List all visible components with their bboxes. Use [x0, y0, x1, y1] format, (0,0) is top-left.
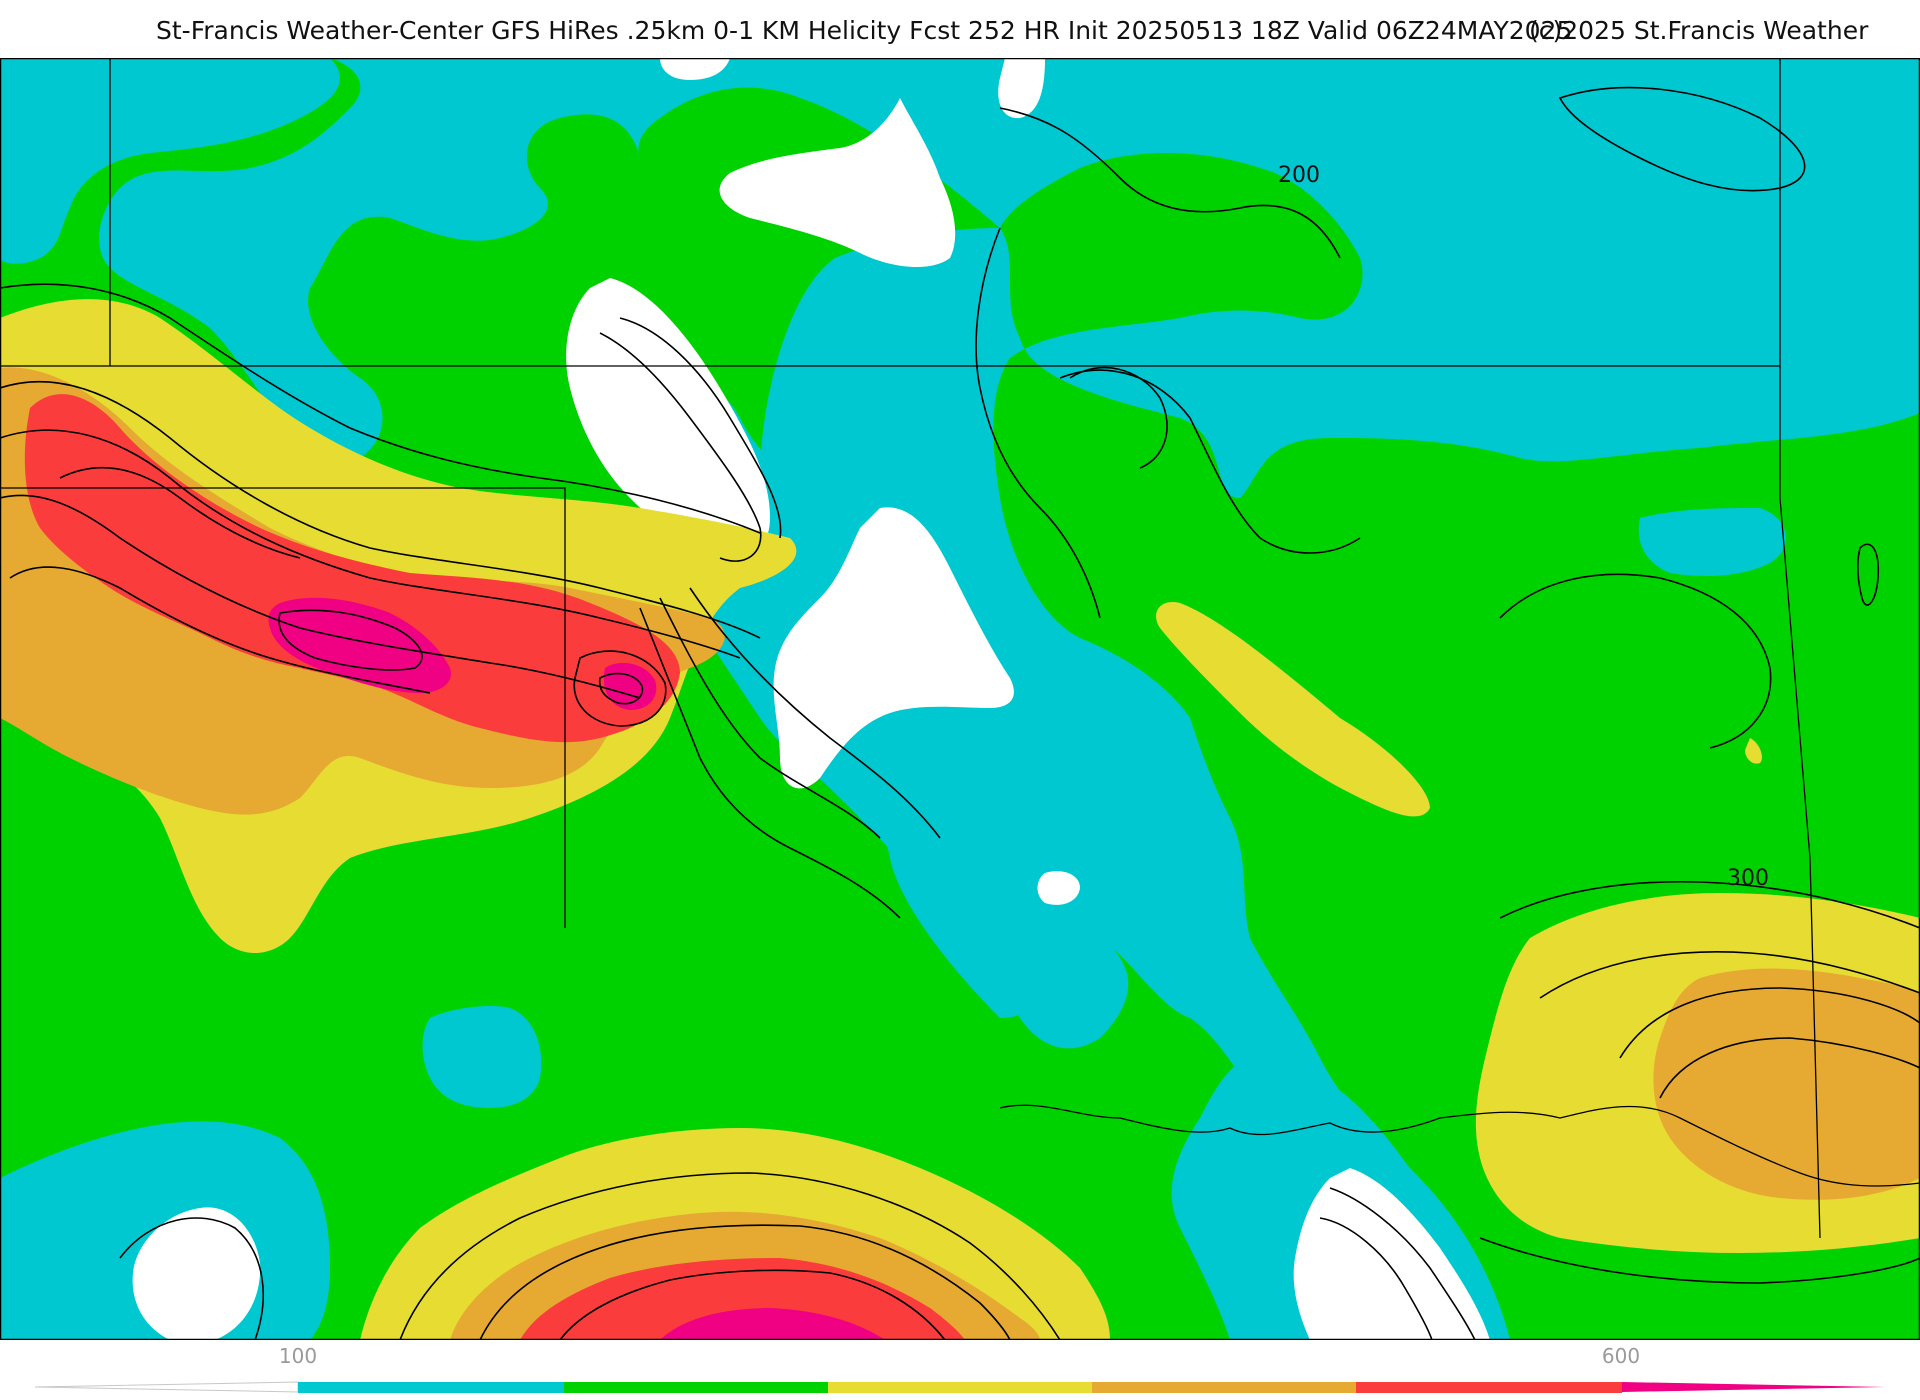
boundary-line: [0, 487, 566, 928]
contour-line: [0, 429, 741, 659]
legend-band-400-500: [1092, 1382, 1356, 1393]
contour-line: [0, 494, 641, 699]
helicity-region-below-100-g: [998, 58, 1045, 119]
contour-line: [1059, 369, 1361, 554]
helicity-region-below-100-f: [660, 58, 730, 80]
legend-band-200-300: [564, 1382, 828, 1393]
legend-tick-600: 600: [1601, 1344, 1641, 1368]
contour-line: [1857, 543, 1880, 606]
helicity-region-below-100-b: [719, 98, 956, 268]
contour-line: [1069, 366, 1168, 469]
contour-line: [399, 1172, 1061, 1340]
helicity-region-300-400-small: [1745, 738, 1762, 764]
helicity-region-below-100-a: [566, 278, 770, 559]
helicity-region-400-500-southeast: [1653, 968, 1920, 1200]
state-boundaries: [0, 58, 1920, 1239]
contour-line: [1319, 1217, 1433, 1340]
legend-high-arrow: [1622, 1382, 1886, 1392]
legend-low-arrow: [34, 1381, 299, 1393]
helicity-map: 200 300: [0, 58, 1920, 1340]
contour-line: [598, 672, 644, 705]
contour-line: [1329, 1187, 1476, 1340]
contour-line: [975, 227, 1101, 619]
helicity-region-below-100-d: [1293, 1168, 1490, 1340]
contour-line: [1659, 1037, 1920, 1099]
legend-band-300-400: [828, 1382, 1092, 1393]
boundary-line: [1779, 58, 1821, 1239]
contour-line: [599, 332, 762, 562]
legend-tick-100: 100: [278, 1344, 318, 1368]
contour-label-300: 300: [1727, 866, 1769, 891]
contour-line: [689, 587, 941, 839]
helicity-region-100-200-north-2: [0, 58, 340, 264]
helicity-region-600-plus-c: [660, 1308, 885, 1340]
contour-label-200: 200: [1278, 163, 1320, 188]
helicity-region-300-400-east-band: [1156, 602, 1430, 817]
contour-line: [119, 1217, 264, 1340]
helicity-contours: [0, 86, 1920, 1340]
contour-line: [479, 1224, 1011, 1340]
contour-line: [59, 466, 301, 559]
helicity-region-below-100-h: [1037, 871, 1080, 905]
contour-line: [559, 1269, 946, 1340]
helicity-region-below-100-e: [132, 1207, 261, 1340]
contour-line: [1619, 987, 1920, 1059]
helicity-region-500-600-west: [24, 394, 680, 743]
contour-line: [999, 107, 1341, 259]
title-bar: St-Francis Weather-Center GFS HiRes .25k…: [0, 0, 1920, 58]
contour-line: [639, 607, 901, 919]
contour-line: [9, 566, 431, 694]
helicity-region-100-200-south-small: [422, 1006, 542, 1108]
contour-line: [573, 650, 667, 727]
color-legend: 100 600: [0, 1340, 1920, 1400]
contour-line: [1558, 86, 1806, 192]
contour-line: [1499, 573, 1772, 749]
contour-line: [0, 380, 761, 639]
contour-line: [1539, 951, 1920, 999]
contour-line: [1499, 881, 1920, 929]
map-title: St-Francis Weather-Center GFS HiRes .25k…: [156, 16, 1573, 45]
legend-band-500-600: [1356, 1382, 1622, 1393]
helicity-region-600-plus-b: [603, 662, 657, 710]
contour-line: [278, 609, 423, 671]
boundary-line: [999, 1104, 1920, 1187]
contour-line: [0, 283, 761, 534]
helicity-region-100-200-east: [1638, 508, 1787, 576]
contour-line: [1479, 1237, 1920, 1284]
contour-line: [619, 317, 782, 539]
contour-line: [659, 597, 881, 839]
helicity-region-below-100-c: [773, 507, 1014, 789]
copyright-notice: (c)2025 St.Francis Weather: [1529, 16, 1869, 45]
legend-band-100-200: [298, 1382, 564, 1393]
